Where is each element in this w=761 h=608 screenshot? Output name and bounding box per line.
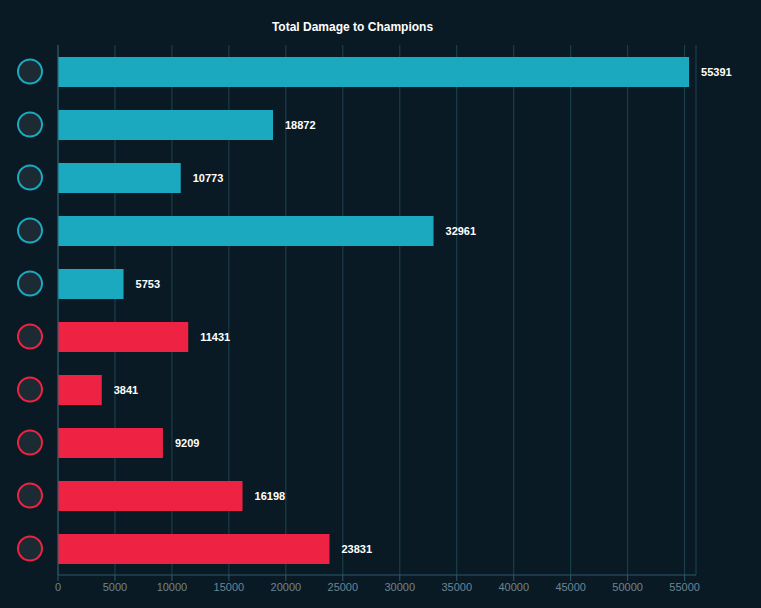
svg-text:10000: 10000 [157,581,188,593]
svg-text:11431: 11431 [200,331,230,343]
svg-text:15000: 15000 [214,581,245,593]
svg-text:20000: 20000 [271,581,302,593]
svg-text:35000: 35000 [441,581,472,593]
svg-text:45000: 45000 [555,581,586,593]
svg-text:32961: 32961 [446,225,477,237]
svg-text:30000: 30000 [384,581,415,593]
svg-text:5000: 5000 [103,581,127,593]
svg-text:18872: 18872 [285,119,316,131]
svg-text:3841: 3841 [114,384,138,396]
svg-text:50000: 50000 [612,581,643,593]
svg-text:9209: 9209 [175,437,199,449]
svg-text:55000: 55000 [669,581,700,593]
svg-text:16198: 16198 [255,490,286,502]
svg-text:55391: 55391 [701,66,732,78]
svg-text:0: 0 [55,581,61,593]
svg-text:40000: 40000 [498,581,529,593]
svg-text:10773: 10773 [193,172,224,184]
svg-text:5753: 5753 [136,278,160,290]
svg-text:23831: 23831 [342,543,373,555]
html-text:Total Damage to Champions: Total Damage to Champions [271,20,434,34]
svg-text:25000: 25000 [328,581,359,593]
